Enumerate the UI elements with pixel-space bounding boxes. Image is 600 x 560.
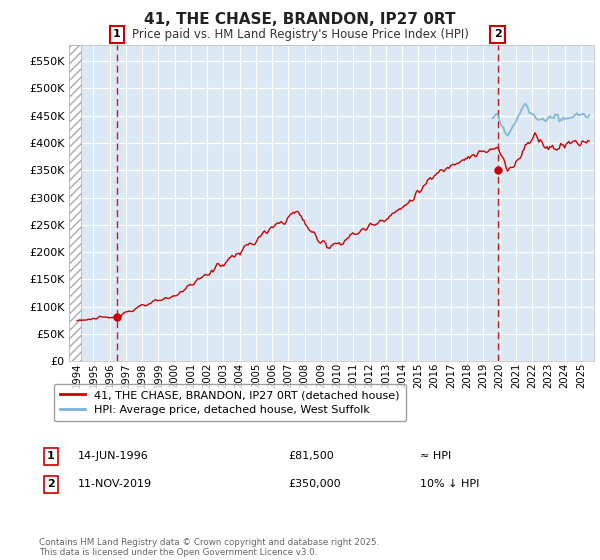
Text: 1: 1 (47, 451, 55, 461)
Text: £350,000: £350,000 (288, 479, 341, 489)
Legend: 41, THE CHASE, BRANDON, IP27 0RT (detached house), HPI: Average price, detached : 41, THE CHASE, BRANDON, IP27 0RT (detach… (53, 384, 406, 421)
Text: 14-JUN-1996: 14-JUN-1996 (78, 451, 149, 461)
Text: Price paid vs. HM Land Registry's House Price Index (HPI): Price paid vs. HM Land Registry's House … (131, 28, 469, 41)
Text: 2: 2 (494, 29, 502, 39)
Text: £81,500: £81,500 (288, 451, 334, 461)
Text: ≈ HPI: ≈ HPI (420, 451, 451, 461)
Bar (69, 45, 81, 361)
Text: 1: 1 (113, 29, 121, 39)
Text: Contains HM Land Registry data © Crown copyright and database right 2025.
This d: Contains HM Land Registry data © Crown c… (39, 538, 379, 557)
Text: 2: 2 (47, 479, 55, 489)
Text: 10% ↓ HPI: 10% ↓ HPI (420, 479, 479, 489)
Text: 41, THE CHASE, BRANDON, IP27 0RT: 41, THE CHASE, BRANDON, IP27 0RT (144, 12, 456, 27)
Text: 11-NOV-2019: 11-NOV-2019 (78, 479, 152, 489)
